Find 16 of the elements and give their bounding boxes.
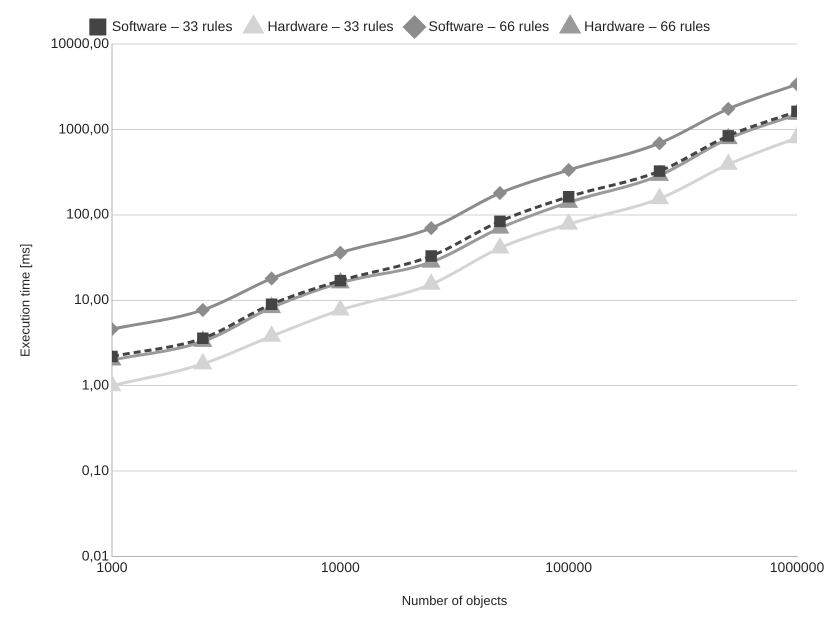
y-tick-label: 1000,00: [58, 120, 110, 136]
legend-label: Hardware – 33 rules: [267, 18, 394, 34]
x-axis-title: Number of objects: [402, 592, 508, 608]
y-tick-label: 10,00: [74, 291, 110, 308]
y-tick-label: 0,01: [82, 547, 110, 564]
legend-label: Hardware – 66 rules: [584, 18, 710, 34]
x-tick-label: 10000: [320, 558, 360, 575]
legend-label: Software – 66 rules: [428, 18, 550, 34]
x-tick-label: 1000000: [770, 558, 824, 575]
y-axis-title: Execution time [ms]: [17, 244, 32, 358]
legend-label: Software – 33 rules: [112, 18, 232, 34]
y-tick-label: 1,00: [82, 376, 110, 393]
x-tick-label: 100000: [545, 558, 592, 575]
y-tick-label: 100,00: [66, 206, 110, 222]
y-tick-label: 0,10: [82, 462, 110, 478]
y-tick-label: 10000,00: [50, 34, 110, 51]
